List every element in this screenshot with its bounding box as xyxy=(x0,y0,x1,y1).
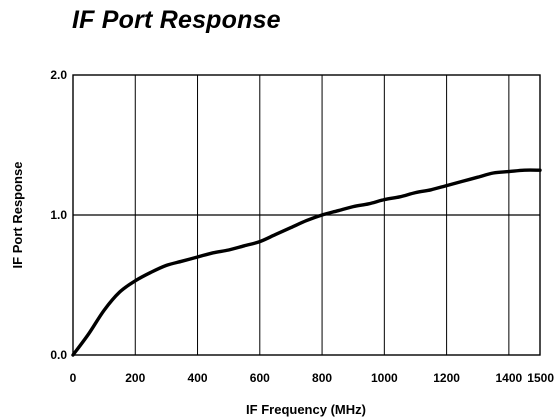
x-axis-label: IF Frequency (MHz) xyxy=(246,402,366,417)
series-line xyxy=(71,168,542,357)
x-tick-label: 600 xyxy=(250,371,270,385)
y-tick-label: 2.0 xyxy=(50,68,67,82)
plot-frame xyxy=(72,74,541,356)
x-tick-label: 1000 xyxy=(371,371,398,385)
x-tick-label: 0 xyxy=(70,371,77,385)
y-tick-label: 0.0 xyxy=(50,348,67,362)
x-tick-label: 1200 xyxy=(433,371,460,385)
x-tick-label: 1500 xyxy=(527,371,554,385)
grid-lines xyxy=(73,75,540,355)
y-tick-label: 1.0 xyxy=(50,208,67,222)
x-tick-label: 800 xyxy=(312,371,332,385)
x-tick-labels: 0 200 400 600 800 1000 1200 1400 1500 xyxy=(70,371,555,385)
x-tick-label: 200 xyxy=(125,371,145,385)
y-axis-label: IF Port Response xyxy=(10,162,25,269)
x-tick-label: 1400 xyxy=(496,371,523,385)
x-tick-label: 400 xyxy=(188,371,208,385)
y-tick-labels: 0.0 1.0 2.0 xyxy=(50,68,67,362)
chart-title: IF Port Response xyxy=(72,6,281,34)
